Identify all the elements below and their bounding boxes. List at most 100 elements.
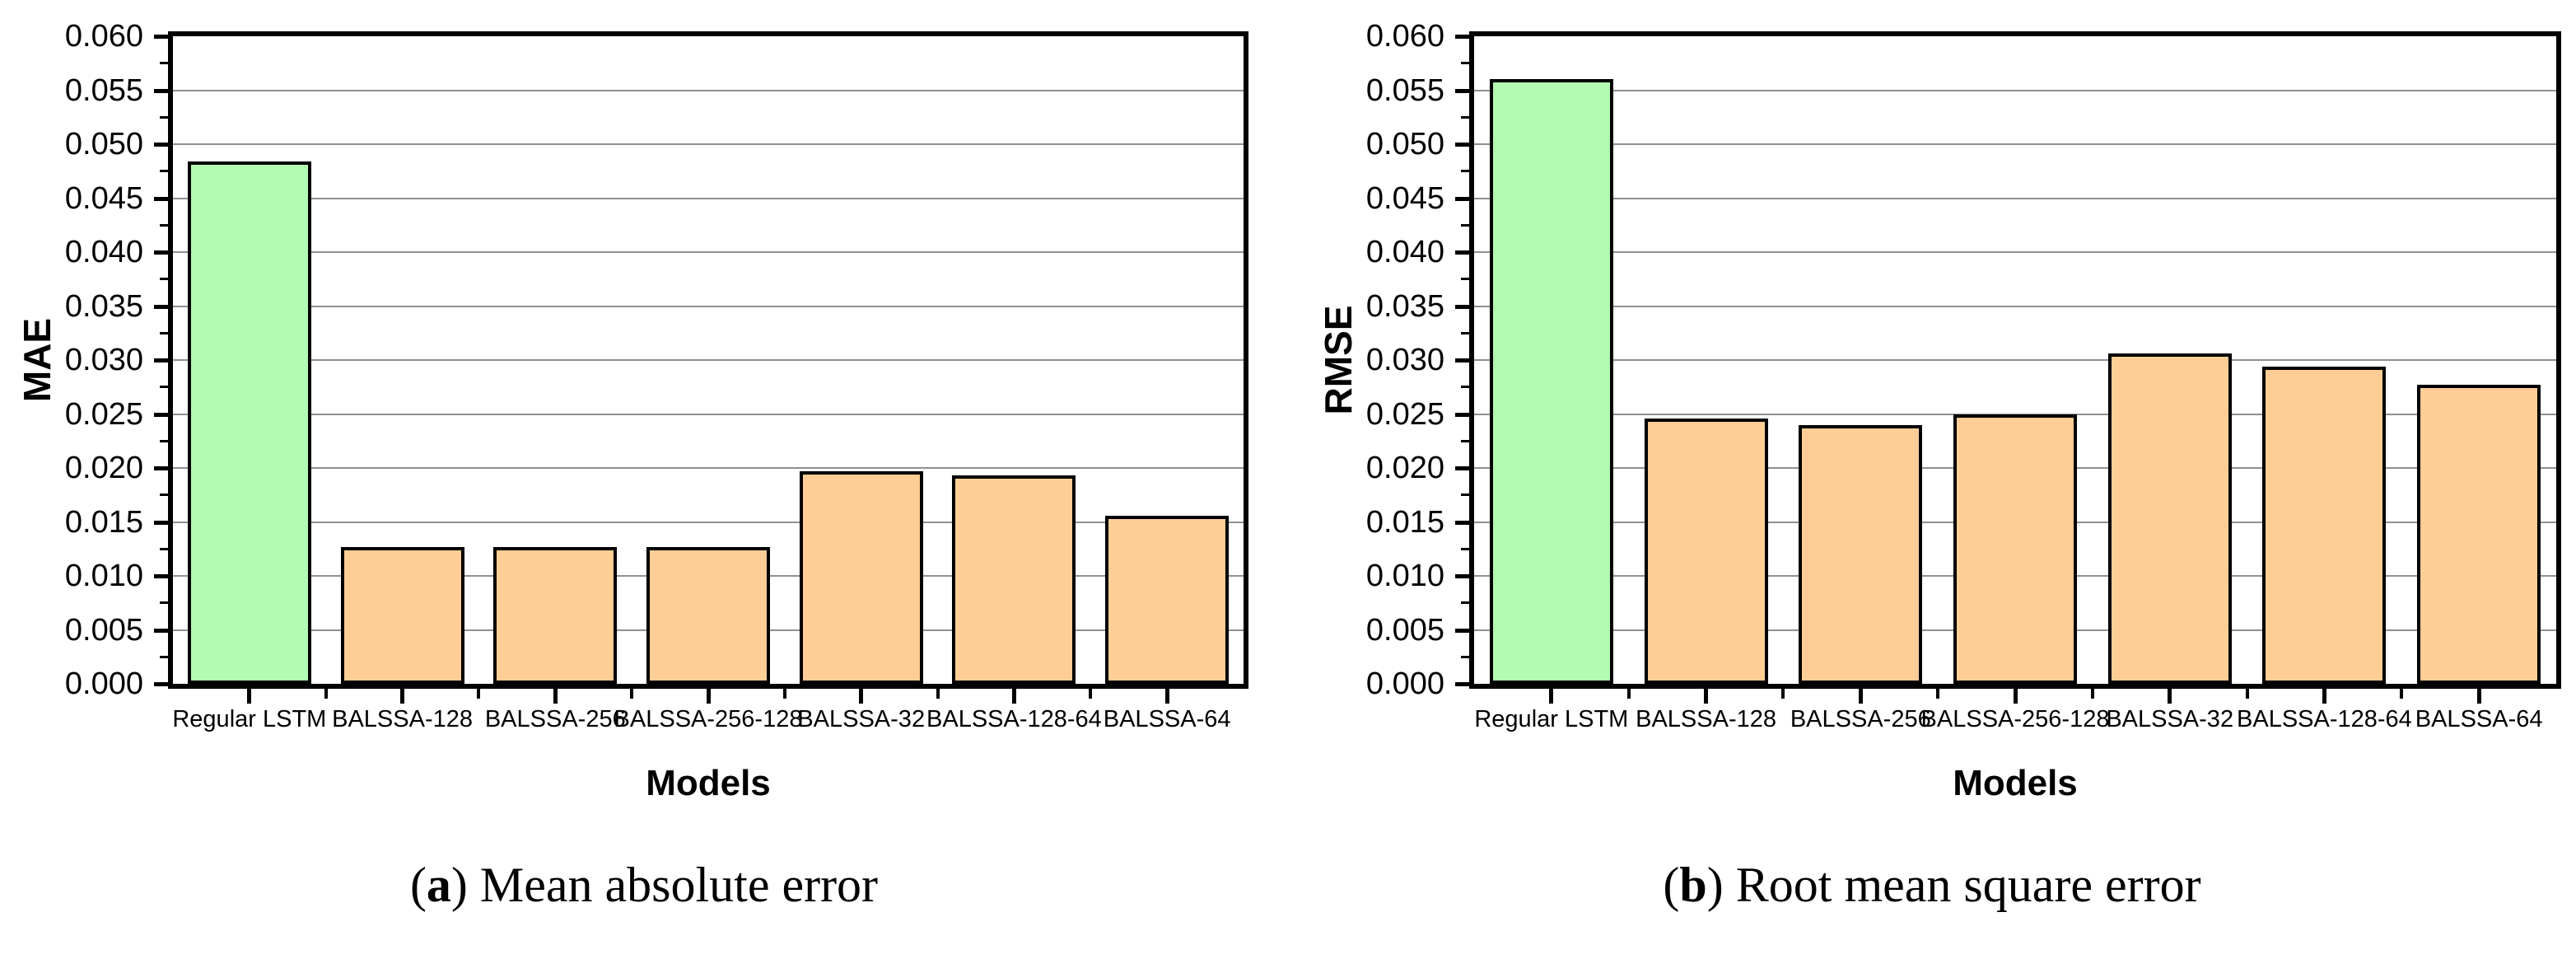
- bar-balssa-64: [2417, 385, 2541, 684]
- y-axis-major-tick: [1455, 412, 1469, 417]
- x-axis-tick-label: BALSSA-64: [1103, 706, 1231, 732]
- x-axis-major-tick: [2168, 689, 2172, 704]
- x-axis-major-tick: [1549, 689, 1554, 704]
- bar-balssa-64: [1105, 515, 1230, 684]
- y-axis-tick-label: 0.050: [64, 127, 143, 161]
- x-axis-tick-label: BALSSA-128: [332, 706, 473, 732]
- gridline: [1474, 251, 2556, 253]
- y-axis-tick-label: 0.045: [64, 180, 143, 216]
- y-axis-tick-label: 0.005: [1365, 612, 1444, 648]
- caption-b: (b) Root mean square error: [1663, 858, 2201, 912]
- y-axis-minor-tick: [160, 278, 168, 281]
- caption-b-letter: b: [1679, 858, 1707, 912]
- x-axis-major-tick: [2322, 689, 2326, 704]
- y-axis-major-tick: [1455, 304, 1469, 309]
- y-axis-minor-tick: [1461, 655, 1469, 658]
- x-axis-minor-tick: [1089, 689, 1093, 699]
- gridline: [173, 143, 1244, 145]
- y-axis-minor-tick: [160, 115, 168, 119]
- y-axis-major-tick: [154, 628, 168, 633]
- x-axis-minor-tick: [2400, 689, 2404, 699]
- y-axis-major-tick: [1455, 143, 1469, 147]
- gridline: [1474, 359, 2556, 361]
- bar-balssa-128-64: [2262, 366, 2387, 684]
- gridline: [173, 521, 1244, 523]
- y-axis-minor-tick: [1461, 62, 1469, 65]
- x-axis-major-tick: [1704, 689, 1709, 704]
- y-axis-tick-label: 0.010: [64, 559, 143, 593]
- y-axis-major-tick: [1455, 520, 1469, 525]
- bar-balssa-32: [2107, 353, 2232, 684]
- x-axis-minor-tick: [477, 689, 481, 699]
- y-axis-title: RMSE: [1317, 305, 1360, 415]
- y-axis-minor-tick: [1461, 115, 1469, 119]
- y-axis-tick-label: 0.005: [64, 612, 143, 648]
- y-axis-tick-label: 0.055: [1365, 73, 1444, 108]
- y-axis-minor-tick: [160, 331, 168, 334]
- y-axis-minor-tick: [1461, 170, 1469, 173]
- y-axis-tick-label: 0.035: [64, 288, 143, 324]
- x-axis-major-tick: [1858, 689, 1863, 704]
- bar-balssa-128: [1644, 418, 1768, 684]
- gridline: [1474, 143, 2556, 145]
- y-axis-tick-label: 0.025: [64, 396, 143, 432]
- x-axis-major-tick: [400, 689, 405, 704]
- y-axis-tick-label: 0.030: [64, 343, 143, 377]
- bar-balssa-128-64: [952, 475, 1076, 684]
- bar-balssa-256: [493, 546, 618, 684]
- bar-balssa-256-128: [1953, 414, 2077, 684]
- y-axis-tick-label: 0.040: [64, 235, 143, 269]
- y-axis-tick-label: 0.050: [1365, 127, 1444, 161]
- y-axis-tick-label: 0.030: [1365, 343, 1444, 377]
- x-axis-tick-label: BALSSA-256: [484, 706, 626, 732]
- x-axis-minor-tick: [2245, 689, 2249, 699]
- bar-balssa-256-128: [646, 546, 770, 684]
- plot-frame: [1469, 31, 2561, 689]
- y-axis-minor-tick: [1461, 601, 1469, 605]
- y-axis-tick-label: 0.015: [1365, 504, 1444, 540]
- gridline: [173, 305, 1244, 307]
- x-axis-major-tick: [1011, 689, 1016, 704]
- gridline: [173, 197, 1244, 199]
- x-axis-major-tick: [247, 689, 252, 704]
- y-axis-major-tick: [1455, 574, 1469, 578]
- x-axis-tick-label: BALSSA-64: [2415, 706, 2543, 732]
- y-axis-tick-label: 0.000: [1365, 667, 1444, 701]
- x-axis-tick-label: Regular LSTM: [1474, 706, 1629, 732]
- y-axis-major-tick: [1455, 196, 1469, 201]
- y-axis-minor-tick: [160, 439, 168, 442]
- y-axis-tick-label: 0.055: [64, 73, 143, 108]
- y-axis-major-tick: [154, 682, 168, 686]
- y-axis-major-tick: [154, 574, 168, 578]
- y-axis-minor-tick: [160, 386, 168, 389]
- y-axis-major-tick: [1455, 628, 1469, 633]
- y-axis-major-tick: [154, 250, 168, 255]
- gridline: [173, 467, 1244, 469]
- y-axis-minor-tick: [160, 601, 168, 605]
- x-axis-major-tick: [553, 689, 558, 704]
- caption-a-letter: a: [426, 858, 451, 912]
- gridline: [173, 359, 1244, 361]
- y-axis-major-tick: [154, 466, 168, 470]
- x-axis-tick-label: BALSSA-128-64: [2237, 706, 2412, 732]
- x-axis-major-tick: [2013, 689, 2018, 704]
- caption-row: (a) Mean absolute error (b) Root mean sq…: [0, 857, 2576, 914]
- x-axis-minor-tick: [1626, 689, 1631, 699]
- y-axis-minor-tick: [1461, 439, 1469, 442]
- x-axis-tick-label: Regular LSTM: [172, 706, 327, 732]
- bar-regular-lstm: [187, 161, 311, 684]
- y-axis-minor-tick: [160, 170, 168, 173]
- y-axis-minor-tick: [1461, 223, 1469, 227]
- bar-balssa-32: [799, 470, 923, 684]
- y-axis-title: MAE: [16, 317, 58, 403]
- y-axis-major-tick: [1455, 466, 1469, 470]
- bar-regular-lstm: [1489, 79, 1613, 684]
- x-axis-tick-label: BALSSA-256-128: [1920, 706, 2110, 732]
- x-axis-tick-label: BALSSA-128-64: [926, 706, 1102, 732]
- x-axis-major-tick: [706, 689, 711, 704]
- y-axis-tick-label: 0.025: [1365, 396, 1444, 432]
- y-axis-tick-label: 0.060: [64, 19, 143, 54]
- y-axis-major-tick: [1455, 88, 1469, 93]
- y-axis-minor-tick: [160, 62, 168, 65]
